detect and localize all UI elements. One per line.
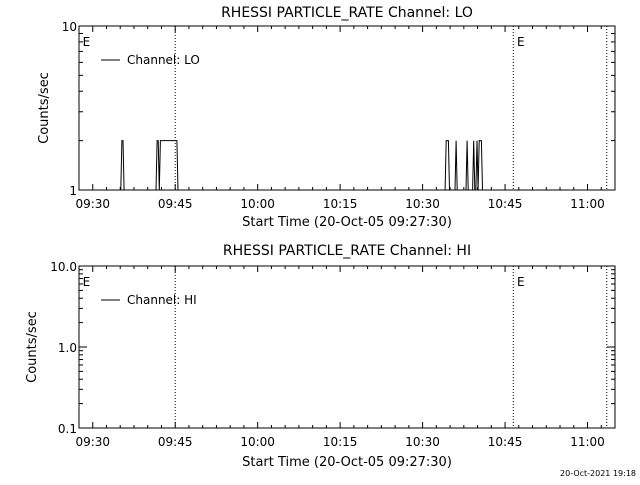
x-tick-label: 09:45 [158,435,193,449]
chart-panel-1: RHESSI PARTICLE_RATE Channel: HI 09:30 09:… [25,243,616,470]
event-marker: E [517,275,525,289]
x-tick-label: 11:00 [570,197,605,211]
x-tick-label: 09:30 [75,197,110,211]
y-axis-label: Counts/sec [25,311,40,383]
plot-frame [78,265,616,429]
x-tick-label: 11:00 [570,435,605,449]
chart-title: RHESSI PARTICLE_RATE Channel: HI [223,243,471,259]
event-marker: E [83,275,91,289]
x-tick-label: 10:45 [488,435,523,449]
footer-timestamp: 20-Oct-2021 19:18 [560,469,636,478]
x-axis-label: Start Time (20-Oct-05 09:27:30) [242,455,452,470]
legend-entry: Channel: LO [127,53,200,67]
y-tick-label: 1 [69,184,77,198]
x-tick-label: 09:30 [75,435,110,449]
y-tick-label: 0.1 [58,422,77,436]
event-marker: E [83,35,91,49]
x-tick-label: 10:00 [240,197,275,211]
event-marker: E [517,35,525,49]
chart-title: RHESSI PARTICLE_RATE Channel: LO [221,5,473,21]
x-tick-label: 10:30 [405,435,440,449]
y-tick-label: 1.0 [58,341,77,355]
x-tick-label: 10:15 [323,435,358,449]
x-tick-label: 09:45 [158,197,193,211]
x-tick-label: 10:00 [240,435,275,449]
y-axis-label: Counts/sec [37,72,52,144]
y-tick-label: 10.0 [50,260,77,274]
x-axis-label: Start Time (20-Oct-05 09:27:30) [242,215,452,230]
chart-panel-0: RHESSI PARTICLE_RATE Channel: LO 09:30 09:… [37,5,616,230]
x-tick-label: 10:45 [488,197,523,211]
x-tick-label: 10:30 [405,197,440,211]
legend-entry: Channel: HI [127,293,197,307]
series-line [79,140,615,191]
y-tick-label: 10 [62,20,77,34]
x-tick-label: 10:15 [323,197,358,211]
